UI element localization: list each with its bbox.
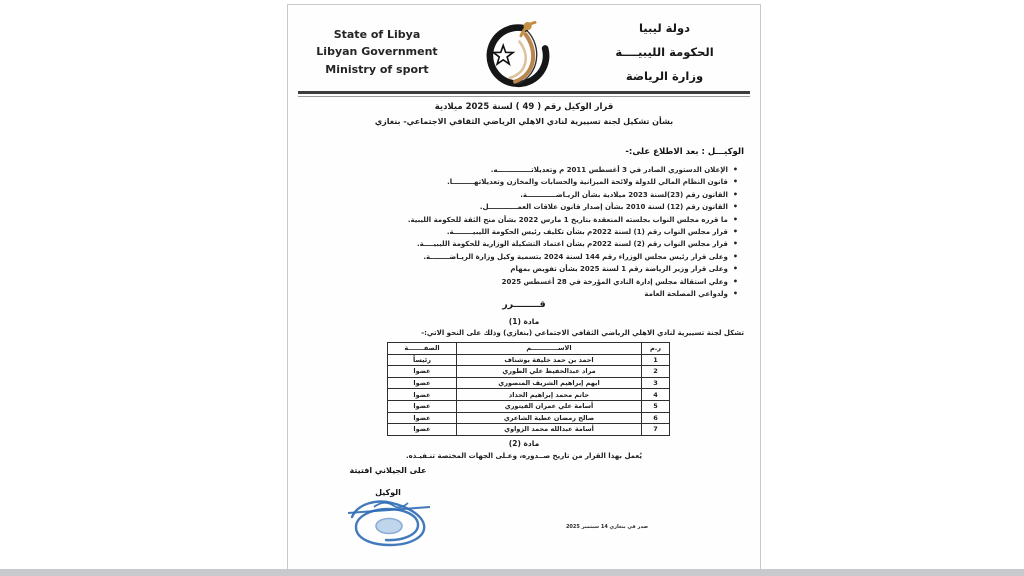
col-header-role: الصفـــــــة — [387, 342, 457, 355]
preamble-bullet: القانون رقم (12) لسنة 2010 بشأن إصدار قا… — [308, 201, 738, 213]
athlete-figure-echo-icon — [508, 40, 527, 80]
member-num: 1 — [641, 353, 670, 367]
decree-title: قرار الوكيل رقم ( 49 ) لسنة 2025 ميلادية — [434, 102, 614, 112]
member-name: حاتم محمد إبراهيم الحداد — [456, 388, 642, 401]
preamble-bullet: القانون رقم (23)لسنة 2023 ميلادية بشأن ا… — [308, 189, 738, 201]
member-role: عضوا — [387, 376, 457, 390]
preamble-bullet: قرار مجلس النواب رقم (2) لسنة 2022م بشأن… — [308, 238, 738, 250]
athlete-head-icon — [523, 22, 532, 31]
table-row: 4 حاتم محمد إبراهيم الحداد عضوا — [387, 388, 670, 401]
member-role: عضوا — [387, 399, 457, 413]
header-arabic: دولة ليبيا الحكومة الليبيــــة وزارة الر… — [582, 16, 747, 88]
table-row: 2 مراد عبدالحفيظ علي الطوري عضوا — [387, 365, 670, 378]
header-ar-line3: وزارة الرياضة — [625, 69, 704, 84]
committee-table: ر.م الاســــــــــــم الصفـــــــة 1 احم… — [387, 342, 670, 436]
table-row: 5 أسامة علي عمران الفيتوري عضوا — [387, 399, 670, 413]
table-row: 6 صالح رمضان عطية الشاعري عضوا — [387, 411, 670, 425]
article-1-heading: مادة (1) — [508, 317, 540, 326]
member-name: صالح رمضان عطية الشاعري — [456, 411, 642, 425]
header-divider — [298, 91, 750, 97]
preamble-bullet: وعلى قرار وزير الرياضة رقم 1 لسنة 2025 ب… — [308, 263, 738, 275]
member-num: 6 — [641, 411, 670, 425]
decision-word: قــــــــرر — [502, 299, 546, 310]
signature-scribble — [348, 500, 430, 547]
scan-bottom-edge — [0, 569, 1024, 576]
member-num: 2 — [641, 365, 670, 378]
decree-subtitle: بشأن تشكيل لجنة تسييرية لنادي الاهلي الر… — [374, 117, 674, 126]
signatory-name: على الجيلاني افتيتة — [349, 466, 427, 475]
header-ar-line2: الحكومة الليبيــــة — [615, 44, 714, 59]
table-row: 3 ايهم إبراهيم الشريف المنصوري عضوا — [387, 376, 670, 390]
preamble-bullet-list: الإعلان الدستوري الصادر في 3 أغسطس 2011 … — [308, 164, 738, 300]
preamble-heading: الوكيـــل : بعد الاطلاع على:- — [625, 147, 744, 157]
signatory-title: الوكيل — [375, 488, 401, 497]
member-name: أسامة علي عمران الفيتوري — [456, 399, 642, 413]
header-ar-line1: دولة ليبيا — [638, 20, 691, 35]
article-1-intro: تشكل لجنة تسييرية لنادي الاهلي الرياضي ا… — [421, 329, 744, 337]
member-role: عضوا — [387, 411, 457, 425]
letterhead: State of Libya Libyan Government Ministr… — [301, 15, 747, 89]
member-num: 7 — [641, 423, 670, 436]
preamble-bullet: الإعلان الدستوري الصادر في 3 أغسطس 2011 … — [308, 164, 738, 176]
athlete-figure-outline-icon — [516, 30, 537, 85]
member-role: عضوا — [387, 365, 457, 378]
header-en-line3: Ministry of sport — [325, 62, 429, 76]
document-page: State of Libya Libyan Government Ministr… — [287, 4, 761, 570]
member-name: احمد بن حمد خليفة بوشناف — [456, 353, 642, 367]
article-2-body: يُعمل بهذا القرار من تاريخ صــدوره، وعـل… — [406, 452, 642, 460]
table-row: 7 أسامة عبدالله محمد الزواوي عضوا — [387, 423, 670, 436]
member-role: رئيساً — [387, 353, 457, 367]
issue-place-date: صدر في بنغازي 14 سبتمبر 2025 — [565, 524, 649, 530]
preamble-bullet: قرار مجلس النواب رقم (1) لسنة 2022م بشأن… — [308, 226, 738, 238]
table-header-row: ر.م الاســــــــــــم الصفـــــــة — [387, 342, 670, 355]
col-header-name: الاســــــــــــم — [456, 342, 642, 355]
member-name: ايهم إبراهيم الشريف المنصوري — [456, 376, 642, 390]
article-2-heading: مادة (2) — [508, 439, 540, 448]
member-name: أسامة عبدالله محمد الزواوي — [456, 423, 642, 436]
member-role: عضوا — [387, 388, 457, 401]
member-num: 3 — [641, 376, 670, 390]
header-english: State of Libya Libyan Government Ministr… — [301, 26, 453, 79]
header-en-line1: State of Libya — [333, 27, 421, 41]
star-icon — [490, 42, 515, 67]
member-num: 5 — [641, 399, 670, 413]
preamble-bullet: وعلي استقالة مجلس إدارة النادي المؤرخة ف… — [308, 276, 738, 288]
athlete-figure-body-icon — [512, 32, 535, 84]
header-en-line2: Libyan Government — [316, 45, 438, 59]
preamble-bullet: وعلى قرار رئيس مجلس الوزراء رقم 144 لسنة… — [308, 251, 738, 263]
preamble-bullet: ولدواعي المصلحة العامة — [308, 288, 738, 300]
preamble-bullet: قانون النظام المالي للدولة ولائحة الميزا… — [308, 176, 738, 188]
ministry-of-sport-logo — [486, 20, 549, 88]
table-row: 1 احمد بن حمد خليفة بوشناف رئيساً — [387, 353, 670, 367]
crescent-icon — [486, 24, 549, 88]
col-header-num: ر.م — [641, 342, 670, 355]
member-role: عضوا — [387, 423, 457, 436]
preamble-bullet: ما قرره مجلس النواب بجلسته المنعقدة بتار… — [308, 214, 738, 226]
member-name: مراد عبدالحفيظ علي الطوري — [456, 365, 642, 378]
member-num: 4 — [641, 388, 670, 401]
